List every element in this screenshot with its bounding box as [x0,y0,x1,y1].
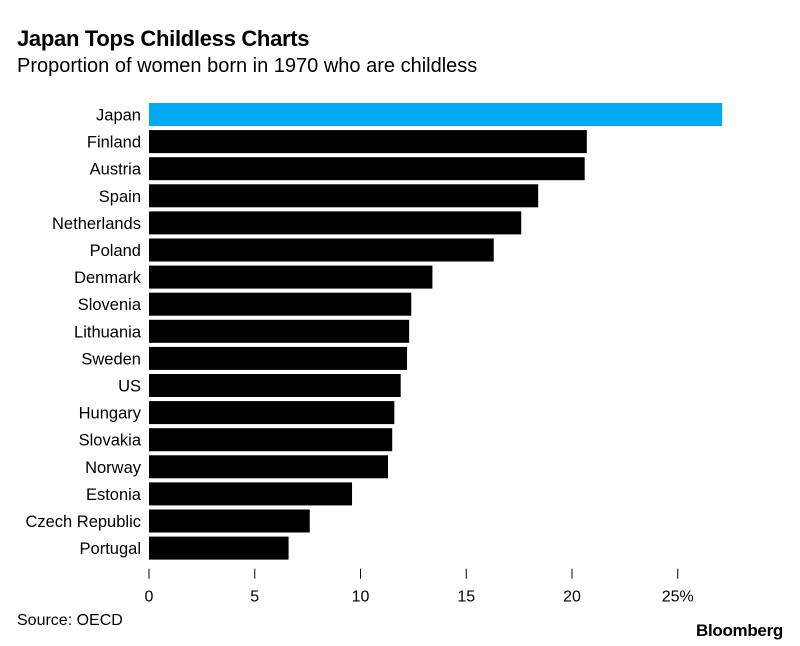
bar-finland [149,130,587,154]
bar-lithuania [149,319,410,343]
x-tick-label: 15 [457,589,475,606]
bar-austria [149,157,585,181]
category-label-slovakia: Slovakia [79,432,142,450]
bar-denmark [149,265,433,289]
category-label-poland: Poland [90,242,141,260]
bar-us [149,374,401,397]
x-tick-label: 25% [662,589,694,606]
category-label-austria: Austria [90,161,142,179]
bar-estonia [149,482,353,506]
bar-slovenia [149,292,412,316]
category-label-japan: Japan [96,107,141,125]
category-label-portugal: Portugal [80,540,141,558]
bar-japan [149,103,723,126]
bar-sweden [149,346,408,370]
x-tick-label: 5 [250,589,259,606]
chart-title: Japan Tops Childless Charts [17,26,310,51]
bloomberg-logo: Bloomberg [695,621,783,640]
bar-portugal [149,536,289,560]
category-label-spain: Spain [99,188,141,206]
bar-poland [149,238,494,262]
category-label-norway: Norway [85,459,142,477]
category-label-denmark: Denmark [74,269,142,287]
category-label-hungary: Hungary [79,405,142,423]
source-note: Source: OECD [17,612,123,629]
x-tick-label: 0 [145,589,154,606]
bar-netherlands [149,211,522,235]
bar-norway [149,455,388,479]
category-label-czech-republic: Czech Republic [25,513,141,531]
x-tick-label: 20 [563,589,581,606]
bar-spain [149,184,539,208]
category-label-estonia: Estonia [86,486,142,504]
bar-slovakia [149,428,393,452]
category-label-slovenia: Slovenia [78,296,142,314]
bar-czech-republic [149,509,310,533]
category-label-us: US [118,378,141,396]
category-label-sweden: Sweden [81,350,141,368]
category-label-lithuania: Lithuania [74,323,142,341]
category-label-finland: Finland [87,134,141,152]
category-label-netherlands: Netherlands [52,215,141,233]
chart-subtitle: Proportion of women born in 1970 who are… [17,55,478,77]
bar-hungary [149,401,395,425]
x-tick-label: 10 [352,589,370,606]
